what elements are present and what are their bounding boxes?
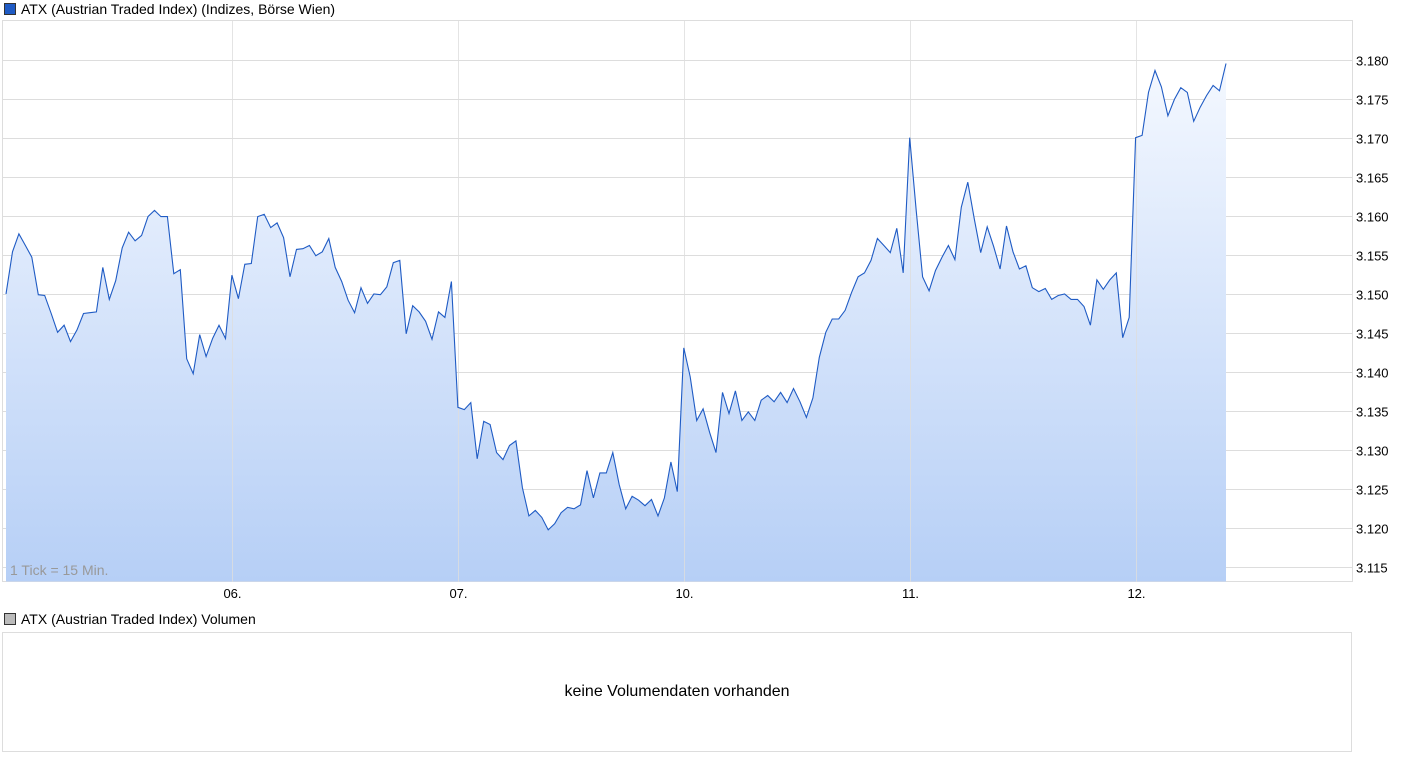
x-tick-label: 07. xyxy=(449,586,467,600)
volume-panel: keine Volumendaten vorhanden xyxy=(2,632,1352,752)
y-tick-label: 3.165 xyxy=(1356,171,1389,186)
price-area xyxy=(6,63,1226,582)
price-line xyxy=(5,63,1227,531)
x-tick-label: 06. xyxy=(223,586,241,600)
volume-series-swatch xyxy=(4,613,16,625)
y-tick-label: 3.115 xyxy=(1356,561,1388,576)
y-tick-label: 3.125 xyxy=(1356,483,1389,498)
x-tick-label: 10. xyxy=(675,586,693,600)
main-legend-label: ATX (Austrian Traded Index) (Indizes, Bö… xyxy=(21,1,336,17)
price-chart: 3.115 3.120 3.125 3.130 3.135 3.140 3.145 3.150… xyxy=(2,20,1389,600)
y-tick-label: 3.170 xyxy=(1356,132,1389,147)
y-tick-label: 3.135 xyxy=(1356,405,1389,420)
y-tick-label: 3.130 xyxy=(1356,444,1389,459)
y-tick-label: 3.140 xyxy=(1356,366,1389,381)
tick-note: 1 Tick = 15 Min. xyxy=(10,562,108,578)
main-series-swatch xyxy=(4,3,16,15)
y-tick-label: 3.180 xyxy=(1356,54,1389,69)
y-tick-label: 3.120 xyxy=(1356,522,1389,537)
y-tick-label: 3.150 xyxy=(1356,288,1389,303)
no-volume-message: keine Volumendaten vorhanden xyxy=(564,683,790,700)
y-tick-label: 3.160 xyxy=(1356,210,1389,225)
volume-legend: ATX (Austrian Traded Index) Volumen xyxy=(4,611,256,627)
y-tick-label: 3.145 xyxy=(1356,327,1389,342)
main-legend: ATX (Austrian Traded Index) (Indizes, Bö… xyxy=(4,1,335,17)
x-tick-label: 11. xyxy=(902,586,919,600)
volume-legend-label: ATX (Austrian Traded Index) Volumen xyxy=(21,611,256,627)
x-tick-label: 12. xyxy=(1127,586,1145,600)
y-tick-label: 3.175 xyxy=(1356,93,1389,108)
y-tick-label: 3.155 xyxy=(1356,249,1389,264)
